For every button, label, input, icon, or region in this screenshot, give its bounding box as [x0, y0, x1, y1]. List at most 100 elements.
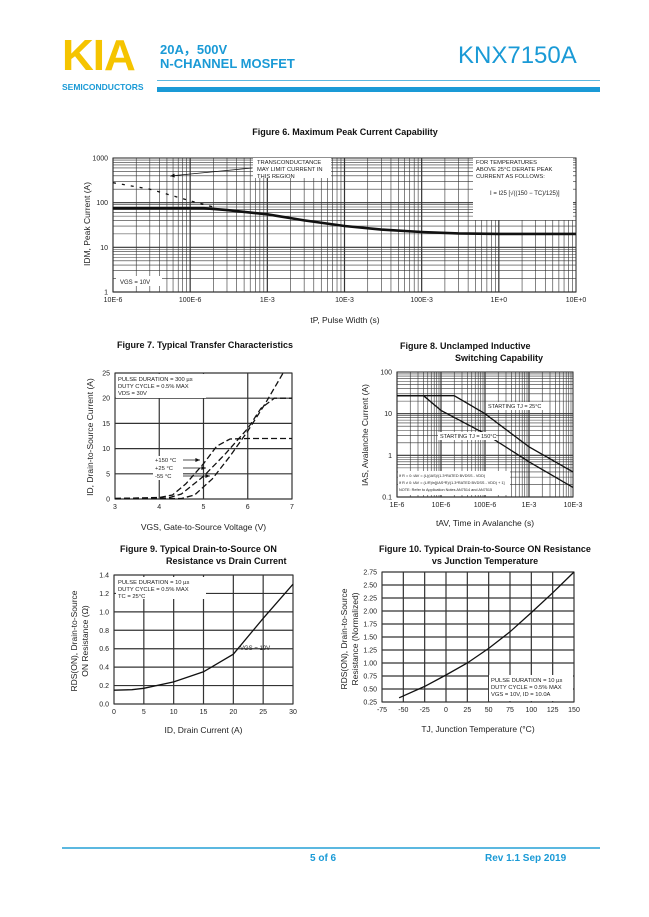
- fig9-ytick-label: 0.2: [99, 683, 109, 690]
- fig10-ytick-label: 0.50: [363, 687, 377, 694]
- fig6-arrow: [169, 167, 253, 177]
- fig6-ytick-label: 1000: [92, 156, 108, 163]
- fig9-xtick-label: 15: [200, 709, 208, 716]
- fig8-title-line1: Figure 8. Unclamped Inductive: [400, 341, 531, 351]
- fig8-ytick-label: 10: [384, 411, 392, 418]
- fig6-xtick-label: 100E-3: [410, 297, 433, 304]
- fig10-xtick-label: -75: [377, 707, 387, 714]
- fig10-title-line2: vs Junction Temperature: [431, 556, 539, 566]
- fig9-xtick-label: 10: [170, 709, 178, 716]
- fig9-vgs-label: VGS = 10V: [240, 646, 270, 652]
- fig6-transconductance-note: MAY LIMIT CURRENT IN: [257, 167, 323, 173]
- fig6-derate-formula: I = I25 [√((150 − TC)/125)]: [490, 190, 560, 197]
- fig10-xtick-label: 25: [463, 707, 471, 714]
- fig8-ytick-label: 0.1: [382, 495, 392, 502]
- fig8-notes: NOTE: Refer to Application Notes AN7514 …: [399, 488, 492, 492]
- fig6-xtick-label: 1E+0: [491, 297, 508, 304]
- fig8-ytick-label: 1: [388, 453, 392, 460]
- fig8-title-line2: Switching Capability: [455, 353, 544, 363]
- fig9-title: Figure 9. Typical Drain-to-Source ON Res…: [120, 543, 310, 567]
- fig10-ytick-label: 2.50: [363, 583, 377, 590]
- fig10-xtick-label: 50: [485, 707, 493, 714]
- fig7-conditions-note: PULSE DURATION = 300 µs: [118, 377, 193, 383]
- fig7-label-150-bg: [153, 456, 183, 464]
- revision: Rev 1.1 Sep 2019: [485, 853, 567, 864]
- fig10-ytick-label: 2.00: [363, 609, 377, 616]
- fig7-label-n55-bg: [153, 472, 183, 480]
- fig7-xtick-label: 4: [157, 504, 161, 511]
- fig6-arrow-head: [170, 173, 175, 178]
- fig6-ytick-label: 100: [96, 200, 108, 207]
- fig7-label-25-arrow-head: [201, 466, 206, 470]
- fig8-xlabel: tAV, Time in Avalanche (s): [435, 518, 535, 528]
- fig9-xtick-label: 25: [259, 709, 267, 716]
- fig10-ytick-label: 0.25: [363, 700, 377, 707]
- fig9-conditions-note: PULSE DURATION = 10 µs: [118, 580, 189, 586]
- fig9-ytick-label: 0.4: [99, 665, 109, 672]
- fig6-series-line: [112, 182, 214, 208]
- rating: 20A，500V: [160, 42, 228, 57]
- fig10-plot: [381, 571, 575, 703]
- fig6-xtick-label: 1E-3: [260, 297, 275, 304]
- fig9-xtick-label: 30: [289, 709, 297, 716]
- fig7-label-n55: -55 °C: [155, 474, 172, 480]
- fig8-notes: If R = 0: tAV = (L)(IAS)/(1.3*RATED BVDS…: [399, 474, 486, 478]
- fig7-ytick-label: 20: [102, 396, 110, 403]
- fig9-xtick-label: 20: [229, 709, 237, 716]
- fig6-series-line: [113, 206, 576, 236]
- page-number: 5 of 6: [310, 853, 337, 864]
- fig8-label-25-bg: [486, 402, 544, 410]
- fig6-transconductance-note: THIS REGION: [257, 174, 295, 180]
- fig6-ytick-label: 1: [104, 290, 108, 297]
- fig8-xtick-label: 1E-6: [390, 502, 405, 509]
- fig10-ytick-label: 2.75: [363, 570, 377, 577]
- device-type: N-CHANNEL MOSFET: [160, 56, 295, 71]
- fig7-xtick-label: 3: [113, 504, 117, 511]
- fig7-xtick-label: 6: [246, 504, 250, 511]
- fig10-title: Figure 10. Typical Drain-to-Source ON Re…: [370, 543, 600, 567]
- fig10-ytick-label: 1.50: [363, 635, 377, 642]
- fig10-conditions-box: [489, 675, 573, 701]
- fig6-title: Figure 6. Maximum Peak Current Capabilit…: [252, 127, 438, 137]
- fig7-ytick-label: 10: [102, 446, 110, 453]
- fig9-conditions-note: TC = 25°C: [118, 594, 145, 600]
- fig6-derate-note: CURRENT AS FOLLOWS:: [476, 174, 545, 180]
- fig7-series-line: [114, 437, 292, 500]
- fig7-xlabel: VGS, Gate-to-Source Voltage (V): [140, 522, 267, 532]
- fig7-ytick-label: 0: [106, 497, 110, 504]
- fig6-transconductance-box: [253, 158, 331, 178]
- fig7-xtick-label: 5: [202, 504, 206, 511]
- fig8-xtick-label: 1E-3: [522, 502, 537, 509]
- fig9-ytick-label: 1.0: [99, 609, 109, 616]
- logo-subtitle: SEMICONDUCTORS: [62, 82, 144, 92]
- fig9-title-line2: Resistance vs Drain Current: [166, 556, 287, 566]
- fig8-notes: If R ≠ 0: tAV = (L/R)ln[(IAS*R)/(1.3*RAT…: [399, 481, 505, 485]
- fig6-xtick-label: 100E-6: [179, 297, 202, 304]
- fig9-xtick-label: 0: [112, 709, 116, 716]
- fig10-xlabel: TJ, Junction Temperature (°C): [421, 724, 535, 734]
- fig9-series-line: [113, 583, 294, 691]
- fig8-label-25: STARTING TJ = 25°C: [488, 404, 541, 410]
- fig9-ytick-label: 0.6: [99, 646, 109, 653]
- fig6-xtick-label: 10E-6: [104, 297, 123, 304]
- fig9-conditions-note: DUTY CYCLE = 0.5% MAX: [118, 587, 189, 593]
- fig7-title: Figure 7. Typical Transfer Characteristi…: [117, 340, 293, 350]
- fig7-conditions-note: DUTY CYCLE = 0.5% MAX: [118, 384, 189, 390]
- fig7-conditions-note: VDS = 30V: [118, 391, 147, 397]
- fig6-ytick-label: 10: [100, 245, 108, 252]
- footer-divider: [62, 847, 600, 849]
- fig10-xtick-label: 100: [525, 707, 537, 714]
- fig7-series-line: [115, 372, 284, 500]
- fig6-xtick-label: 10E+0: [566, 297, 587, 304]
- fig8-xtick-label: 10E-3: [564, 502, 583, 509]
- fig10-title-line1: Figure 10. Typical Drain-to-Source ON Re…: [379, 544, 591, 554]
- fig7-label-150-arrow-head: [195, 458, 200, 462]
- fig9-conditions-box: [116, 577, 206, 599]
- fig10-ytick-label: 0.75: [363, 674, 377, 681]
- fig10-series-line: [398, 571, 575, 699]
- fig10-conditions-note: DUTY CYCLE = 0.5% MAX: [491, 685, 562, 691]
- fig8-xtick-label: 100E-6: [474, 502, 497, 509]
- fig9-title-line1: Figure 9. Typical Drain-to-Source ON: [120, 544, 277, 554]
